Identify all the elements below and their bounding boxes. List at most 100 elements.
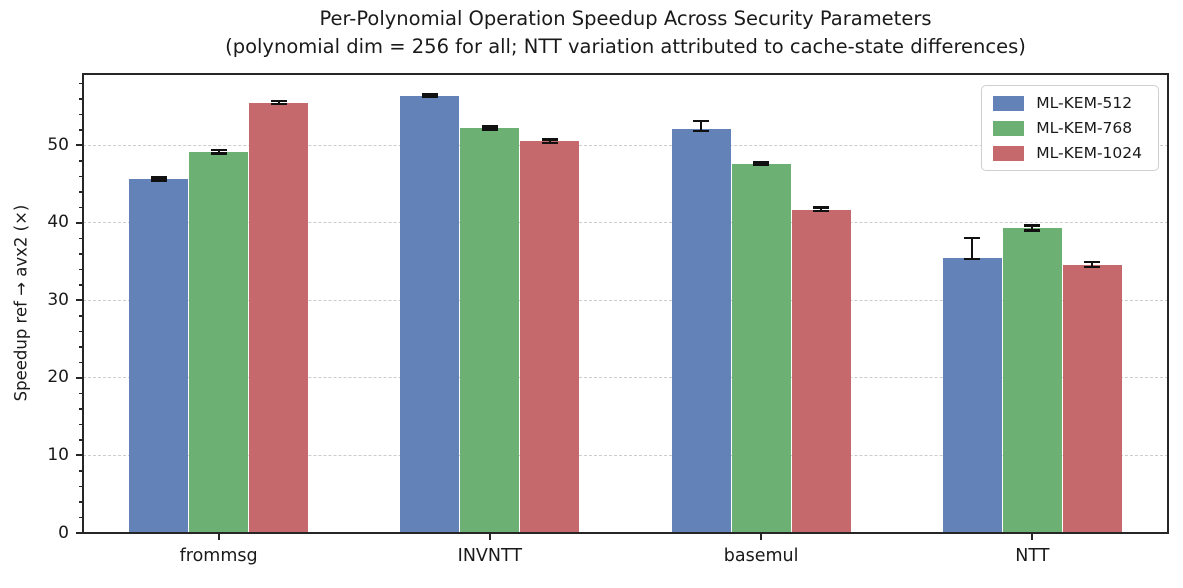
bar-INVNTT-ML-KEM-768 bbox=[460, 128, 520, 533]
y-tick-label-10: 10 bbox=[47, 444, 69, 465]
bar-INVNTT-ML-KEM-1024 bbox=[520, 141, 580, 533]
gridline-y20 bbox=[83, 377, 1168, 379]
error-cap-top-INVNTT-ML-KEM-512 bbox=[421, 93, 438, 96]
error-cap-bottom-INVNTT-ML-KEM-1024 bbox=[541, 141, 558, 144]
error-cap-top-frommsg-ML-KEM-1024 bbox=[270, 99, 287, 103]
y-minor-tick bbox=[79, 346, 83, 348]
legend-item-ML-KEM-768: ML-KEM-768 bbox=[993, 119, 1142, 137]
chart-title-line1: Per-Polynomial Operation Speedup Across … bbox=[319, 7, 932, 30]
y-tick-10 bbox=[76, 454, 83, 457]
error-cap-bottom-NTT-ML-KEM-512 bbox=[964, 257, 981, 261]
y-minor-tick bbox=[79, 253, 83, 255]
error-bar-basemul-ML-KEM-768 bbox=[760, 162, 763, 166]
error-cap-bottom-INVNTT-ML-KEM-768 bbox=[481, 128, 498, 131]
y-tick-0 bbox=[76, 532, 83, 534]
error-cap-bottom-basemul-ML-KEM-512 bbox=[693, 129, 710, 133]
y-minor-tick bbox=[79, 284, 83, 286]
y-tick-label-0: 0 bbox=[58, 522, 69, 543]
bar-NTT-ML-KEM-768 bbox=[1002, 228, 1062, 533]
error-cap-top-basemul-ML-KEM-512 bbox=[693, 119, 710, 123]
y-minor-tick bbox=[79, 330, 83, 333]
x-tick-INVNTT bbox=[488, 534, 491, 540]
bar-frommsg-ML-KEM-1024 bbox=[249, 102, 309, 533]
y-minor-tick bbox=[79, 191, 83, 193]
y-minor-tick bbox=[79, 160, 83, 162]
y-tick-label-40: 40 bbox=[47, 212, 69, 233]
y-tick-40 bbox=[76, 221, 83, 224]
y-minor-tick bbox=[79, 423, 83, 426]
error-cap-bottom-basemul-ML-KEM-1024 bbox=[813, 209, 830, 213]
bar-NTT-ML-KEM-512 bbox=[942, 257, 1002, 533]
error-cap-bottom-basemul-ML-KEM-768 bbox=[753, 163, 770, 167]
spine-right bbox=[1167, 74, 1169, 533]
error-bar-NTT-ML-KEM-768 bbox=[1031, 225, 1034, 231]
error-cap-bottom-NTT-ML-KEM-1024 bbox=[1084, 265, 1101, 269]
chart-title: Per-Polynomial Operation Speedup Across … bbox=[83, 5, 1168, 61]
y-minor-tick bbox=[79, 392, 83, 395]
error-bar-NTT-ML-KEM-512 bbox=[971, 237, 974, 260]
x-tick-frommsg bbox=[217, 534, 220, 540]
y-minor-tick bbox=[79, 113, 83, 116]
bar-basemul-ML-KEM-1024 bbox=[791, 209, 851, 533]
legend-label: ML-KEM-768 bbox=[1036, 119, 1133, 137]
x-tick-basemul bbox=[760, 534, 763, 540]
y-minor-tick bbox=[79, 501, 83, 503]
legend-label: ML-KEM-1024 bbox=[1036, 144, 1142, 162]
bar-basemul-ML-KEM-512 bbox=[671, 129, 731, 533]
error-cap-top-NTT-ML-KEM-512 bbox=[964, 236, 981, 240]
legend-item-ML-KEM-1024: ML-KEM-1024 bbox=[993, 144, 1142, 162]
error-cap-top-NTT-ML-KEM-1024 bbox=[1084, 260, 1101, 264]
chart-title-line2: (polynomial dim = 256 for all; NTT varia… bbox=[225, 35, 1026, 58]
plot-area: ML-KEM-512 ML-KEM-768 ML-KEM-1024 bbox=[82, 73, 1169, 534]
y-minor-tick bbox=[79, 237, 83, 240]
y-minor-tick bbox=[79, 470, 83, 472]
x-tick-label-INVNTT: INVNTT bbox=[457, 546, 523, 566]
error-cap-bottom-frommsg-ML-KEM-768 bbox=[210, 152, 227, 155]
y-tick-label-20: 20 bbox=[47, 367, 69, 388]
y-minor-tick bbox=[79, 361, 83, 364]
legend-swatch-icon bbox=[993, 95, 1025, 111]
y-minor-tick bbox=[79, 268, 83, 271]
error-cap-top-basemul-ML-KEM-768 bbox=[753, 161, 770, 164]
x-tick-label-basemul: basemul bbox=[723, 546, 799, 566]
error-cap-bottom-INVNTT-ML-KEM-512 bbox=[421, 95, 438, 99]
y-minor-tick bbox=[79, 315, 83, 317]
error-cap-top-frommsg-ML-KEM-768 bbox=[210, 148, 227, 152]
error-bar-frommsg-ML-KEM-512 bbox=[157, 177, 160, 181]
bar-frommsg-ML-KEM-512 bbox=[129, 179, 189, 533]
y-minor-tick bbox=[79, 206, 83, 209]
y-minor-tick bbox=[79, 516, 83, 519]
bar-NTT-ML-KEM-1024 bbox=[1062, 264, 1122, 533]
error-bar-NTT-ML-KEM-1024 bbox=[1091, 261, 1094, 268]
gridline-y10 bbox=[83, 454, 1168, 456]
gridline-y40 bbox=[83, 222, 1168, 224]
y-minor-tick bbox=[79, 129, 83, 131]
y-tick-20 bbox=[76, 376, 83, 379]
y-minor-tick bbox=[79, 485, 83, 488]
bar-basemul-ML-KEM-768 bbox=[731, 163, 791, 533]
error-cap-top-INVNTT-ML-KEM-768 bbox=[481, 125, 498, 128]
x-tick-label-NTT: NTT bbox=[1015, 546, 1050, 566]
error-bar-INVNTT-ML-KEM-768 bbox=[488, 126, 491, 130]
y-minor-tick bbox=[79, 175, 83, 178]
error-cap-top-basemul-ML-KEM-1024 bbox=[813, 206, 830, 209]
error-bar-frommsg-ML-KEM-768 bbox=[217, 149, 220, 154]
gridline-y50 bbox=[83, 144, 1168, 146]
error-bar-basemul-ML-KEM-1024 bbox=[820, 207, 823, 212]
y-minor-tick bbox=[79, 439, 83, 441]
bar-frommsg-ML-KEM-768 bbox=[189, 152, 249, 533]
spine-left bbox=[82, 74, 84, 533]
gridline-y30 bbox=[83, 299, 1168, 301]
error-bar-INVNTT-ML-KEM-1024 bbox=[548, 139, 551, 143]
y-tick-50 bbox=[76, 144, 83, 147]
error-bar-basemul-ML-KEM-512 bbox=[700, 120, 703, 132]
legend-swatch-icon bbox=[993, 145, 1025, 161]
y-minor-tick bbox=[79, 408, 83, 410]
legend-label: ML-KEM-512 bbox=[1036, 94, 1133, 112]
legend: ML-KEM-512 ML-KEM-768 ML-KEM-1024 bbox=[981, 85, 1159, 171]
error-cap-top-INVNTT-ML-KEM-1024 bbox=[541, 138, 558, 141]
error-cap-top-NTT-ML-KEM-768 bbox=[1024, 224, 1041, 227]
y-tick-label-50: 50 bbox=[47, 134, 69, 155]
error-cap-bottom-frommsg-ML-KEM-512 bbox=[150, 179, 167, 182]
